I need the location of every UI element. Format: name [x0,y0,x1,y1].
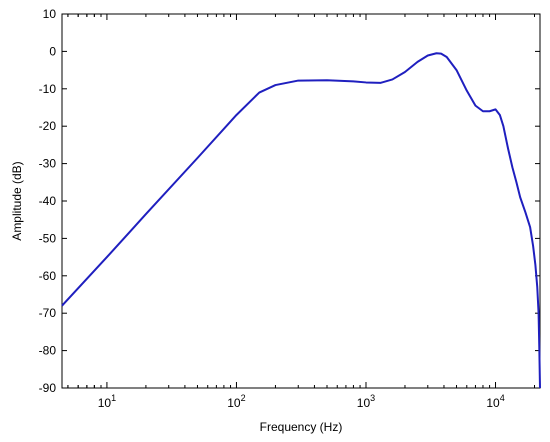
x-axis-title: Frequency (Hz) [260,420,343,434]
series-line [61,52,541,389]
x-tick-labels: 101 102 103 104 [98,393,505,410]
y-axis-title: Amplitude (dB) [10,161,24,240]
plot-area [61,13,541,389]
y-tick-label: -30 [39,157,57,171]
y-tick-label: -20 [39,119,57,133]
y-tick-label: -80 [39,344,57,358]
y-tick-labels: 10 0 -10 -20 -30 -40 -50 -60 -70 -80 -90 [39,7,57,395]
y-tick-label: -60 [39,269,57,283]
axis-ticks [62,13,540,389]
y-tick-label: 10 [43,7,57,21]
x-tick-label: 103 [357,393,375,410]
y-tick-label: -90 [39,381,57,395]
y-tick-label: 0 [49,44,56,58]
x-tick-label: 104 [486,393,504,410]
y-tick-label: -50 [39,231,57,245]
y-tick-label: -10 [39,82,57,96]
x-tick-label: 101 [98,393,116,410]
x-tick-label: 102 [227,393,245,410]
y-tick-label: -70 [39,306,57,320]
y-tick-label: -40 [39,194,57,208]
